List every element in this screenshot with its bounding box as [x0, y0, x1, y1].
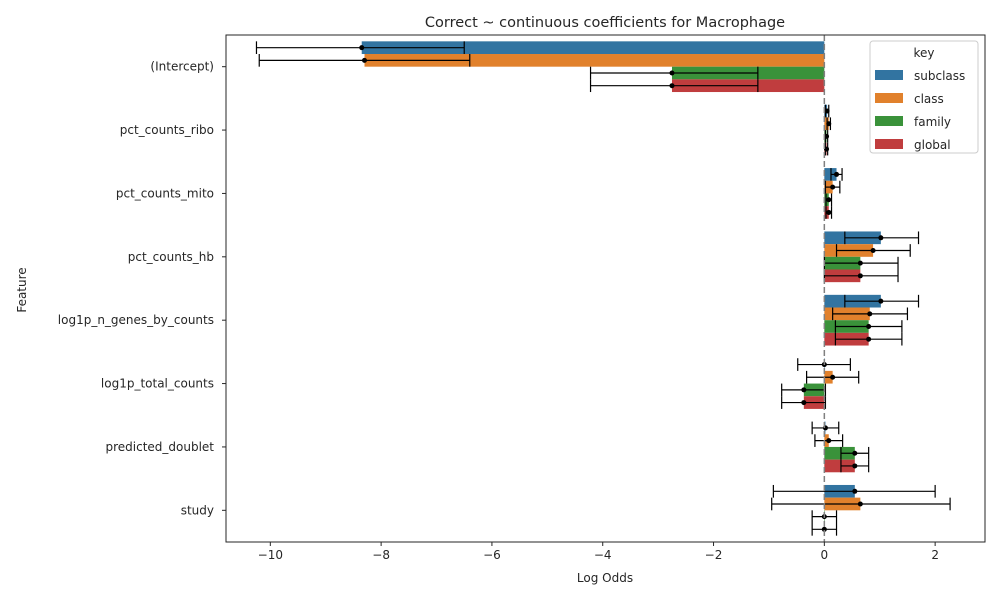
legend-swatch: [875, 116, 903, 126]
point-estimate: [821, 526, 827, 532]
x-tick-label: −2: [705, 548, 723, 562]
y-tick-label: (Intercept): [150, 60, 214, 74]
point-estimate: [826, 121, 832, 127]
bar: [361, 41, 825, 55]
point-estimate: [824, 133, 830, 139]
point-estimate: [867, 311, 873, 317]
point-estimate: [801, 400, 807, 406]
legend-label: subclass: [914, 69, 965, 83]
point-estimate: [824, 146, 830, 152]
point-estimate: [834, 171, 840, 177]
point-estimate: [826, 438, 832, 444]
point-estimate: [359, 45, 365, 51]
x-tick-label: −10: [258, 548, 283, 562]
point-estimate: [857, 501, 863, 507]
legend-label: global: [914, 138, 951, 152]
bar: [824, 459, 855, 473]
x-tick-label: 2: [931, 548, 939, 562]
y-axis-label: Feature: [15, 267, 29, 312]
legend-title: key: [913, 46, 934, 60]
point-estimate: [852, 488, 858, 494]
point-estimate: [870, 247, 876, 253]
point-estimate: [826, 197, 832, 203]
point-estimate: [669, 83, 675, 89]
legend-items: subclass class family global: [875, 69, 965, 152]
y-axis: (Intercept) pct_counts_ribo pct_counts_mit…: [58, 60, 226, 517]
plot-frame: [225, 34, 986, 543]
point-estimate: [824, 108, 830, 114]
legend-label: class: [914, 92, 944, 106]
x-tick-label: −8: [372, 548, 390, 562]
point-estimate: [830, 184, 836, 190]
y-tick-label: log1p_n_genes_by_counts: [58, 313, 214, 327]
point-estimate: [857, 273, 863, 279]
point-estimate: [362, 57, 368, 63]
y-tick-label: predicted_doublet: [105, 440, 214, 454]
error-bars-layer: [255, 41, 951, 536]
point-estimate: [878, 235, 884, 241]
point-estimate: [866, 324, 872, 330]
x-tick-label: −4: [594, 548, 612, 562]
point-estimate: [801, 387, 807, 393]
point-estimate: [878, 298, 884, 304]
y-tick-label: log1p_total_counts: [101, 377, 214, 391]
point-estimate: [852, 450, 858, 456]
x-axis: −10 −8 −6 −4 −2 0 2: [258, 542, 939, 562]
point-estimate: [669, 70, 675, 76]
point-estimate: [866, 336, 872, 342]
legend-swatch: [875, 70, 903, 80]
bar: [364, 54, 825, 67]
x-tick-label: 0: [821, 548, 829, 562]
point-estimate: [826, 209, 832, 215]
y-tick-label: pct_counts_hb: [128, 250, 214, 264]
point-estimate: [830, 374, 836, 380]
legend-label: family: [914, 115, 951, 129]
x-axis-label: Log Odds: [577, 571, 633, 585]
y-tick-label: pct_counts_ribo: [120, 123, 214, 137]
y-tick-label: pct_counts_mito: [116, 186, 214, 200]
legend-swatch: [875, 139, 903, 149]
point-estimate: [857, 260, 863, 266]
chart-title: Correct ~ continuous coefficients for Ma…: [425, 15, 785, 31]
bars-layer: [361, 41, 881, 536]
legend: key subclass class family global: [869, 40, 979, 154]
legend-swatch: [875, 93, 903, 103]
x-tick-label: −6: [483, 548, 501, 562]
point-estimate: [852, 463, 858, 469]
y-tick-label: study: [181, 503, 214, 517]
bar: [824, 446, 855, 460]
